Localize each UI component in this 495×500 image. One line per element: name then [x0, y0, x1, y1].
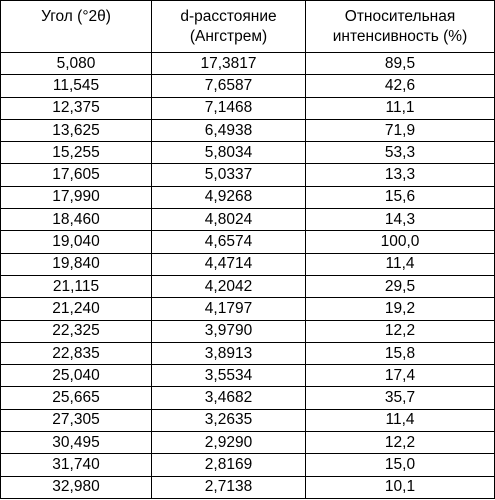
table-row: 31,740 2,8169 15,0 — [0, 453, 495, 477]
intensity-cell: 100,0 — [305, 230, 495, 254]
table-row: 5,080 17,3817 89,5 — [0, 51, 495, 76]
header-d-spacing-line-1: d-расстояние — [180, 8, 277, 25]
intensity-cell: 42,6 — [305, 74, 495, 98]
table-row: 27,305 3,2635 11,4 — [0, 408, 495, 433]
intensity-cell: 15,8 — [305, 341, 495, 366]
header-relative-intensity: Относительная интенсивность (%) — [305, 0, 495, 53]
intensity-cell: 53,3 — [305, 141, 495, 165]
table-row: 11,545 7,6587 42,6 — [0, 74, 495, 98]
angle-cell: 5,080 — [0, 51, 152, 76]
intensity-cell: 17,4 — [305, 364, 495, 388]
table-row: 17,990 4,9268 15,6 — [0, 185, 495, 210]
table-row: 15,255 5,8034 53,3 — [0, 141, 495, 165]
intensity-cell: 12,2 — [305, 319, 495, 343]
d-spacing-cell: 5,0337 — [151, 163, 306, 187]
header-angle: Угол (°2θ) — [0, 0, 152, 53]
d-spacing-cell: 17,3817 — [151, 51, 306, 76]
d-spacing-cell: 4,8024 — [151, 208, 306, 232]
intensity-cell: 11,4 — [305, 408, 495, 433]
table-row: 25,040 3,5534 17,4 — [0, 364, 495, 388]
table-row: 19,840 4,4714 11,4 — [0, 252, 495, 276]
d-spacing-cell: 3,9790 — [151, 319, 306, 343]
table-row: 19,040 4,6574 100,0 — [0, 230, 495, 254]
d-spacing-cell: 5,8034 — [151, 141, 306, 165]
d-spacing-cell: 2,9290 — [151, 431, 306, 455]
table-row: 12,375 7,1468 11,1 — [0, 96, 495, 120]
d-spacing-cell: 3,8913 — [151, 341, 306, 366]
angle-cell: 22,325 — [0, 319, 152, 343]
angle-cell: 31,740 — [0, 453, 152, 477]
d-spacing-cell: 3,2635 — [151, 408, 306, 433]
intensity-cell: 15,6 — [305, 185, 495, 210]
angle-cell: 21,115 — [0, 274, 152, 299]
angle-cell: 27,305 — [0, 408, 152, 433]
table-row: 13,625 6,4938 71,9 — [0, 118, 495, 143]
intensity-cell: 15,0 — [305, 453, 495, 477]
header-row: Угол (°2θ) d-расстояние (Ангстрем) Относ… — [0, 0, 495, 53]
angle-cell: 25,040 — [0, 364, 152, 388]
d-spacing-cell: 4,9268 — [151, 185, 306, 210]
intensity-cell: 10,1 — [305, 475, 495, 499]
intensity-cell: 35,7 — [305, 386, 495, 410]
angle-cell: 32,980 — [0, 475, 152, 499]
intensity-cell: 14,3 — [305, 208, 495, 232]
angle-cell: 19,040 — [0, 230, 152, 254]
d-spacing-cell: 4,6574 — [151, 230, 306, 254]
d-spacing-cell: 2,7138 — [151, 475, 306, 499]
d-spacing-cell: 7,6587 — [151, 74, 306, 98]
d-spacing-cell: 4,1797 — [151, 297, 306, 321]
intensity-cell: 19,2 — [305, 297, 495, 321]
d-spacing-cell: 7,1468 — [151, 96, 306, 120]
angle-cell: 15,255 — [0, 141, 152, 165]
table-row: 25,665 3,4682 35,7 — [0, 386, 495, 410]
angle-cell: 11,545 — [0, 74, 152, 98]
d-spacing-cell: 4,2042 — [151, 274, 306, 299]
angle-cell: 21,240 — [0, 297, 152, 321]
table-row: 22,325 3,9790 12,2 — [0, 319, 495, 343]
angle-cell: 17,605 — [0, 163, 152, 187]
angle-cell: 22,835 — [0, 341, 152, 366]
d-spacing-cell: 2,8169 — [151, 453, 306, 477]
d-spacing-cell: 3,4682 — [151, 386, 306, 410]
intensity-cell: 11,1 — [305, 96, 495, 120]
angle-cell: 19,840 — [0, 252, 152, 276]
header-angle-line-1: Угол (°2θ) — [41, 8, 111, 25]
table-row: 22,835 3,8913 15,8 — [0, 341, 495, 366]
intensity-cell: 89,5 — [305, 51, 495, 76]
d-spacing-cell: 3,5534 — [151, 364, 306, 388]
intensity-cell: 11,4 — [305, 252, 495, 276]
angle-cell: 30,495 — [0, 431, 152, 455]
d-spacing-cell: 6,4938 — [151, 118, 306, 143]
header-d-spacing-line-2: (Ангстрем) — [189, 28, 268, 45]
intensity-cell: 71,9 — [305, 118, 495, 143]
header-intensity-line-1: Относительная — [344, 8, 456, 25]
intensity-cell: 29,5 — [305, 274, 495, 299]
table-row: 21,115 4,2042 29,5 — [0, 274, 495, 299]
table-row: 30,495 2,9290 12,2 — [0, 431, 495, 455]
angle-cell: 25,665 — [0, 386, 152, 410]
header-intensity-line-2: интенсивность (%) — [332, 28, 468, 45]
angle-cell: 12,375 — [0, 96, 152, 120]
table-row: 17,605 5,0337 13,3 — [0, 163, 495, 187]
table-row: 18,460 4,8024 14,3 — [0, 208, 495, 232]
table-row: 21,240 4,1797 19,2 — [0, 297, 495, 321]
angle-cell: 13,625 — [0, 118, 152, 143]
angle-cell: 17,990 — [0, 185, 152, 210]
header-d-spacing: d-расстояние (Ангстрем) — [151, 0, 306, 53]
table-header: Угол (°2θ) d-расстояние (Ангстрем) Относ… — [0, 0, 495, 53]
angle-cell: 18,460 — [0, 208, 152, 232]
d-spacing-cell: 4,4714 — [151, 252, 306, 276]
intensity-cell: 13,3 — [305, 163, 495, 187]
intensity-cell: 12,2 — [305, 431, 495, 455]
table-row: 32,980 2,7138 10,1 — [0, 475, 495, 499]
table-body: 5,080 17,3817 89,5 11,545 7,6587 42,6 12,375 7,… — [0, 51, 495, 499]
